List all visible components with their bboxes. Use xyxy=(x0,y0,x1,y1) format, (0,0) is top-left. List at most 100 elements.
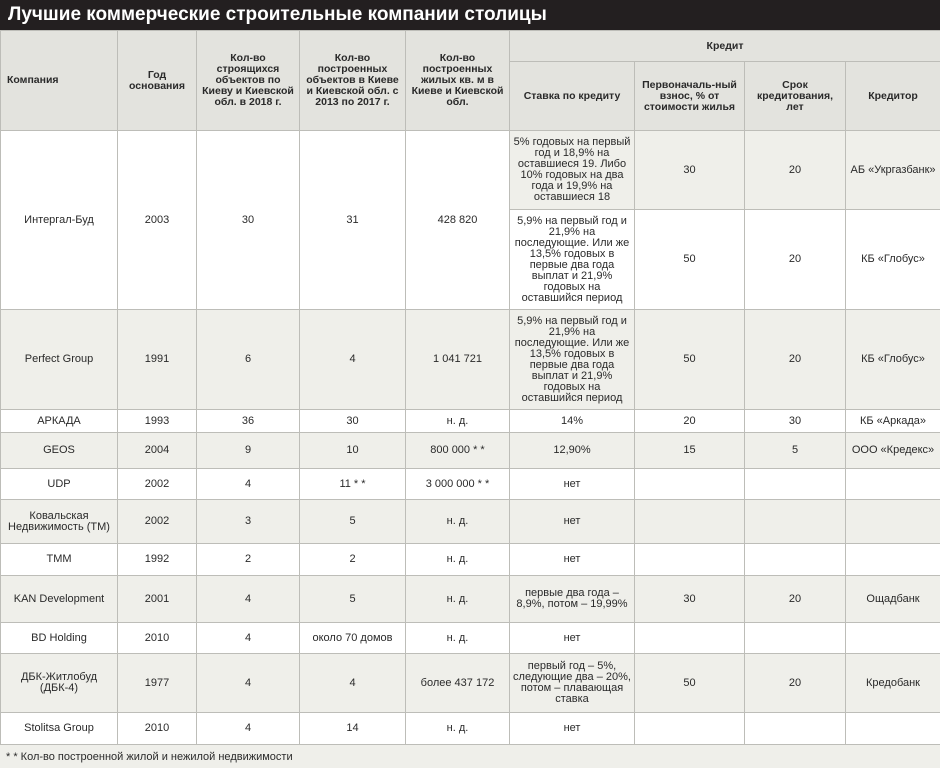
built-count: 5 xyxy=(300,500,406,544)
table-row: ДБК-Житлобуд (ДБК-4) 1977 4 4 более 437 … xyxy=(1,654,940,713)
header-lender: Кредитор xyxy=(846,62,940,131)
down-payment: 20 xyxy=(635,410,745,433)
down-payment xyxy=(635,544,745,576)
founded-year: 1992 xyxy=(118,544,197,576)
built-count: 2 xyxy=(300,544,406,576)
table-row: Интергал-Буд 2003 30 31 428 820 5% годов… xyxy=(1,131,940,210)
credit-rate: 5,9% на первый год и 21,9% на последующи… xyxy=(510,210,635,310)
company-name: Ковальская Недвижимость (ТМ) xyxy=(1,500,118,544)
company-name: BD Holding xyxy=(1,623,118,654)
lender xyxy=(846,544,940,576)
header-built-sqm: Кол-во построенных жилых кв. м в Киеве и… xyxy=(406,31,510,131)
lender xyxy=(846,469,940,500)
down-payment: 30 xyxy=(635,576,745,623)
credit-term xyxy=(745,544,846,576)
building-count: 30 xyxy=(197,131,300,310)
table-row: Perfect Group 1991 6 4 1 041 721 5,9% на… xyxy=(1,310,940,410)
credit-rate: 14% xyxy=(510,410,635,433)
built-sqm: 1 041 721 xyxy=(406,310,510,410)
lender: Кредобанк xyxy=(846,654,940,713)
credit-rate: первые два года – 8,9%, потом – 19,99% xyxy=(510,576,635,623)
founded-year: 1977 xyxy=(118,654,197,713)
credit-rate: первый год – 5%, следующие два – 20%, по… xyxy=(510,654,635,713)
lender: ООО «Кредекс» xyxy=(846,433,940,469)
founded-year: 2002 xyxy=(118,469,197,500)
down-payment: 30 xyxy=(635,131,745,210)
company-name: Stolitsa Group xyxy=(1,713,118,745)
header-rate: Ставка по кредиту xyxy=(510,62,635,131)
down-payment xyxy=(635,713,745,745)
built-count: 5 xyxy=(300,576,406,623)
built-sqm: 428 820 xyxy=(406,131,510,310)
built-sqm: н. д. xyxy=(406,544,510,576)
founded-year: 2003 xyxy=(118,131,197,310)
table-row: Ковальская Недвижимость (ТМ) 2002 3 5 н.… xyxy=(1,500,940,544)
credit-term: 20 xyxy=(745,210,846,310)
table-row: ТММ 1992 2 2 н. д. нет xyxy=(1,544,940,576)
header-down-payment: Первоначаль-ный взнос, % от стоимости жи… xyxy=(635,62,745,131)
footnote: * * Кол-во построенной жилой и нежилой н… xyxy=(0,744,940,768)
down-payment: 15 xyxy=(635,433,745,469)
credit-term: 20 xyxy=(745,310,846,410)
company-name: Интергал-Буд xyxy=(1,131,118,310)
company-name: UDP xyxy=(1,469,118,500)
header-company: Компания xyxy=(1,31,118,131)
header-building-2018: Кол-во строящихся объектов по Киеву и Ки… xyxy=(197,31,300,131)
credit-term: 30 xyxy=(745,410,846,433)
built-count: 31 xyxy=(300,131,406,310)
built-sqm: 800 000 * * xyxy=(406,433,510,469)
building-count: 4 xyxy=(197,654,300,713)
built-sqm: н. д. xyxy=(406,713,510,745)
lender: АБ «Укргазбанк» xyxy=(846,131,940,210)
built-count: 10 xyxy=(300,433,406,469)
credit-term xyxy=(745,713,846,745)
lender: КБ «Аркада» xyxy=(846,410,940,433)
built-sqm: н. д. xyxy=(406,576,510,623)
credit-term: 5 xyxy=(745,433,846,469)
built-count: 14 xyxy=(300,713,406,745)
company-name: ТММ xyxy=(1,544,118,576)
credit-rate: нет xyxy=(510,623,635,654)
credit-rate: нет xyxy=(510,544,635,576)
header-credit: Кредит xyxy=(510,31,940,62)
built-sqm: н. д. xyxy=(406,623,510,654)
down-payment: 50 xyxy=(635,310,745,410)
credit-term xyxy=(745,469,846,500)
credit-term: 20 xyxy=(745,131,846,210)
lender: Ощадбанк xyxy=(846,576,940,623)
built-count: 30 xyxy=(300,410,406,433)
header-built-2013-2017: Кол-во построенных объектов в Киеве и Ки… xyxy=(300,31,406,131)
company-name: GEOS xyxy=(1,433,118,469)
lender: КБ «Глобус» xyxy=(846,310,940,410)
down-payment xyxy=(635,500,745,544)
lender: КБ «Глобус» xyxy=(846,210,940,310)
table-row: UDP 2002 4 11 * * 3 000 000 * * нет xyxy=(1,469,940,500)
built-count: 4 xyxy=(300,654,406,713)
credit-rate: нет xyxy=(510,469,635,500)
building-count: 3 xyxy=(197,500,300,544)
built-sqm: более 437 172 xyxy=(406,654,510,713)
down-payment: 50 xyxy=(635,654,745,713)
table-row: GEOS 2004 9 10 800 000 * * 12,90% 15 5 О… xyxy=(1,433,940,469)
building-count: 36 xyxy=(197,410,300,433)
credit-term xyxy=(745,500,846,544)
built-count: 11 * * xyxy=(300,469,406,500)
building-count: 4 xyxy=(197,623,300,654)
credit-rate: 5% годовых на первый год и 18,9% на оста… xyxy=(510,131,635,210)
built-count: 4 xyxy=(300,310,406,410)
credit-rate: нет xyxy=(510,713,635,745)
credit-rate: 5,9% на первый год и 21,9% на последующи… xyxy=(510,310,635,410)
built-count: около 70 домов xyxy=(300,623,406,654)
company-name: KAN Development xyxy=(1,576,118,623)
company-name: Perfect Group xyxy=(1,310,118,410)
company-name: ДБК-Житлобуд (ДБК-4) xyxy=(1,654,118,713)
founded-year: 1993 xyxy=(118,410,197,433)
built-sqm: н. д. xyxy=(406,410,510,433)
page-title: Лучшие коммерческие строительные компани… xyxy=(0,0,940,30)
founded-year: 2010 xyxy=(118,623,197,654)
founded-year: 2002 xyxy=(118,500,197,544)
founded-year: 2010 xyxy=(118,713,197,745)
credit-term: 20 xyxy=(745,654,846,713)
founded-year: 2001 xyxy=(118,576,197,623)
credit-rate: нет xyxy=(510,500,635,544)
